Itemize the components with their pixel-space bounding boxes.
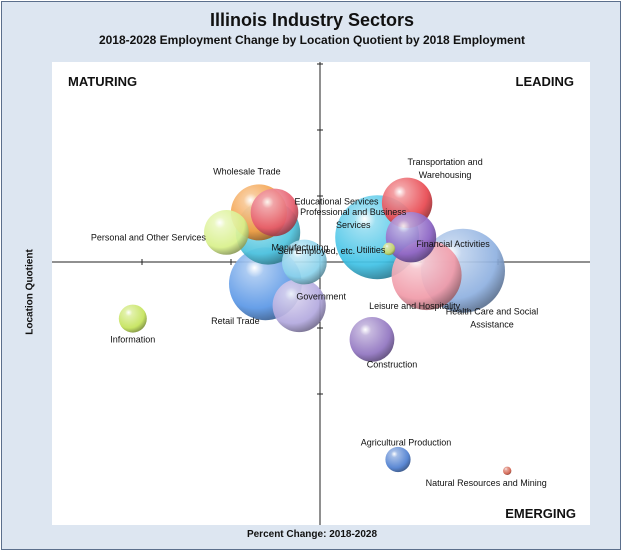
y-axis-label: Location Quotient [24, 249, 36, 335]
bubble-label-utilities: Utilities [356, 245, 386, 255]
bubble-label-retail-trade: Retail Trade [211, 316, 260, 326]
quadrant-label-maturing: MATURING [68, 74, 138, 89]
bubble-label-agricultural-production: Agricultural Production [361, 438, 452, 448]
bubble-label-educational-services: Educational Services [294, 196, 379, 206]
bubble-construction [349, 317, 395, 362]
bubble-utilities [382, 242, 396, 256]
quadrant-label-leading: LEADING [515, 74, 575, 89]
bubble-label-professional-and-business-services: Professional and Business Services [300, 207, 407, 230]
bubble-label-leisure-and-hospitality: Leisure and Hospitality [369, 301, 461, 311]
bubble-government [272, 278, 326, 333]
bubble-label-transportation-and-warehousing: Transportation and Warehousing [407, 157, 482, 180]
bubble-agricultural-production [385, 446, 411, 473]
bubble-label-manufacturing: Manufacturing [271, 242, 328, 252]
bubble-financial-activities [385, 212, 437, 263]
quadrant-label-emerging: EMERGING [505, 506, 576, 521]
bubble-information [118, 304, 147, 333]
bubble-label-health-care-and-social-assistance: Health Care and Social Assistance [446, 307, 539, 330]
bubble-label-personal-and-other-services: Personal and Other Services [91, 232, 207, 242]
bubble-label-government: Government [296, 292, 346, 302]
bubble-self-employed-etc [282, 239, 327, 285]
bubble-natural-resources-and-mining [503, 466, 512, 475]
chart-subtitle: 2018-2028 Employment Change by Location … [98, 33, 526, 47]
plot-area: Transportation and Warehousing Wholesale T… [52, 62, 590, 525]
bubble-label-construction: Construction [367, 359, 418, 369]
bubble-educational-services [250, 188, 299, 237]
x-axis-label: Percent Change: 2018-2028 [246, 529, 378, 540]
bubble-label-natural-resources-and-mining: Natural Resources and Mining [426, 478, 547, 488]
bubble-label-self-employed-etc: Self Employed, etc. [278, 246, 356, 256]
bubble-label-information: Information [110, 335, 155, 345]
bubble-label-wholesale-trade: Wholesale Trade [213, 166, 281, 176]
bubble-chart: Transportation and Warehousing Wholesale T… [52, 62, 590, 525]
bubble-personal-and-other-services [204, 210, 249, 255]
bubble-label-financial-activities: Financial Activities [416, 239, 490, 249]
chart-title: Illinois Industry Sectors [209, 10, 415, 30]
